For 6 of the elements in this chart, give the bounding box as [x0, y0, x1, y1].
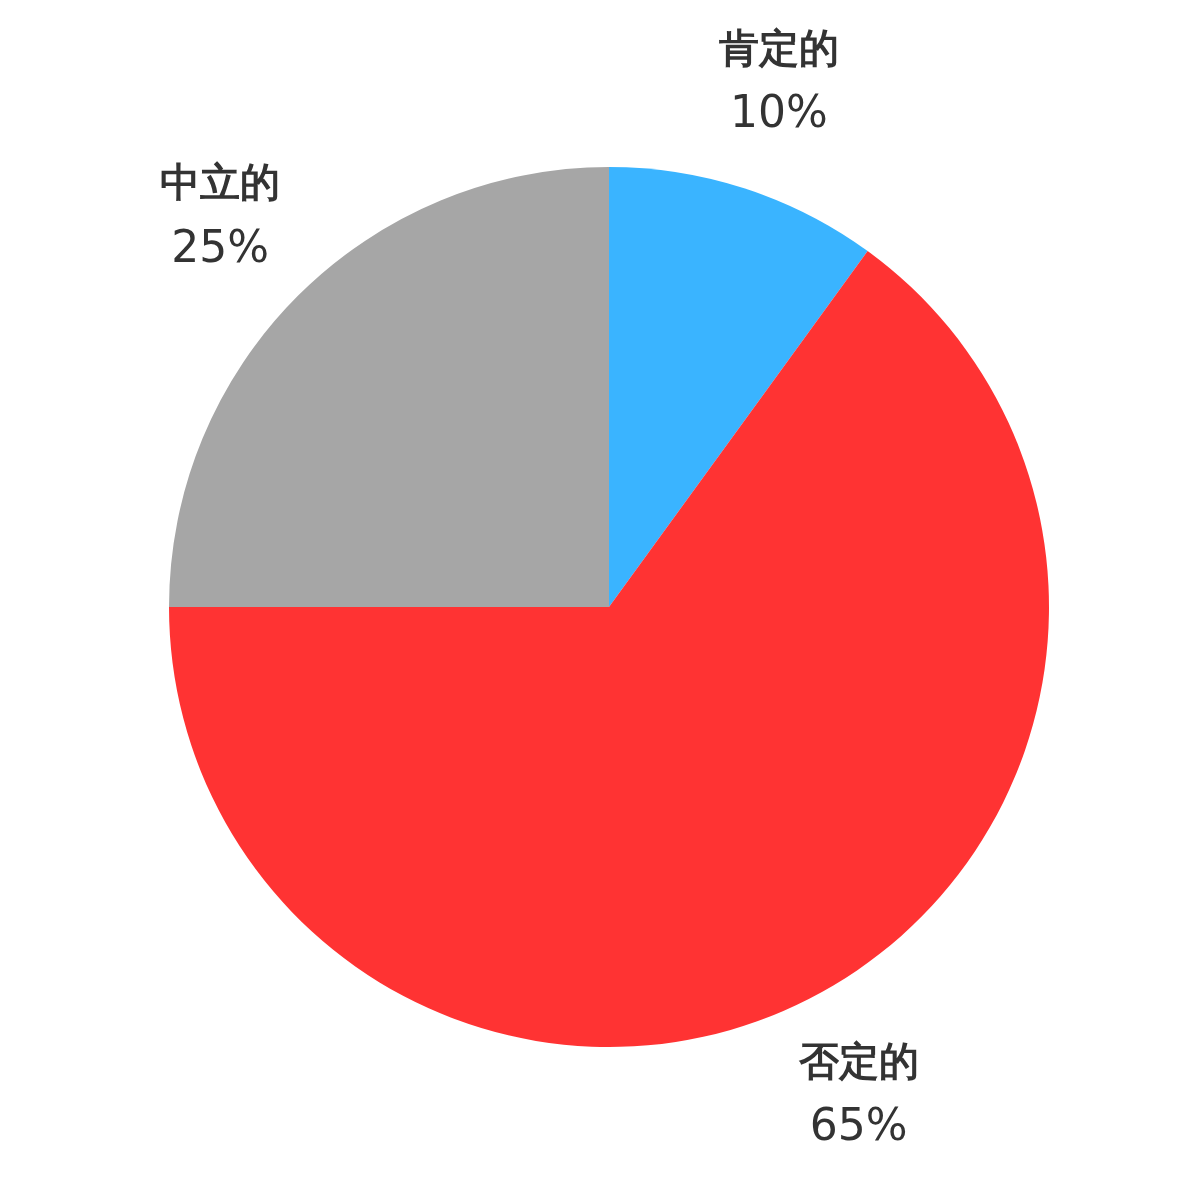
data-label: 25%: [171, 220, 269, 272]
slice-label: 否定的: [797, 1038, 919, 1085]
data-label: 65%: [809, 1099, 908, 1151]
slice-label: 肯定的: [717, 25, 839, 72]
slice-label: 中立的: [160, 159, 281, 206]
data-label: 10%: [730, 86, 828, 138]
